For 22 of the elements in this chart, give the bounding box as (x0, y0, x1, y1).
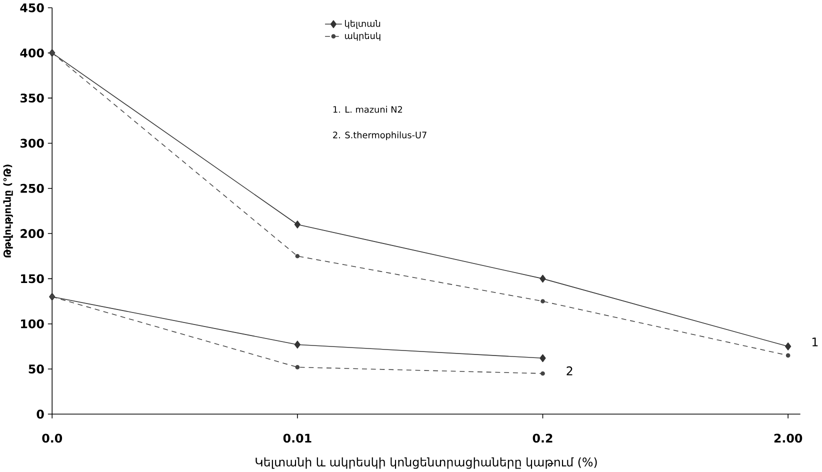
x-tick-label: 0.0 (42, 434, 62, 443)
annotation: 1 (812, 338, 818, 346)
y-tick-label: 300 (20, 138, 44, 148)
y-tick-label: 450 (20, 3, 44, 12)
y-tick-label: 150 (21, 274, 44, 284)
y-tick-label: 350 (20, 94, 44, 103)
annotation: 2. S.thermophilus-U7 (333, 131, 426, 140)
legend-label: կելտան (345, 20, 380, 29)
legend-label: ակրեսկ (345, 32, 380, 41)
x-tick-label: 2.00 (774, 434, 802, 443)
y-tick-label: 250 (20, 184, 44, 193)
x-tick-label: 0.2 (532, 434, 552, 443)
annotation: 2 (566, 366, 572, 376)
x-tick-label: 0.01 (283, 434, 312, 443)
y-tick-label: 0 (36, 410, 44, 419)
x-axis-title: Կելտանի և ակրեսկի կոնցենտրացիաները կաթում (%) (256, 457, 597, 469)
y-tick-label: 50 (28, 364, 44, 374)
y-tick-label: 200 (20, 229, 44, 238)
y-tick-label: 400 (20, 48, 44, 58)
y-axis-title: Թթվությունը (°Թ) (3, 164, 13, 258)
annotation: 1. L. mazuni N2 (333, 106, 402, 113)
y-tick-label: 100 (21, 319, 44, 328)
